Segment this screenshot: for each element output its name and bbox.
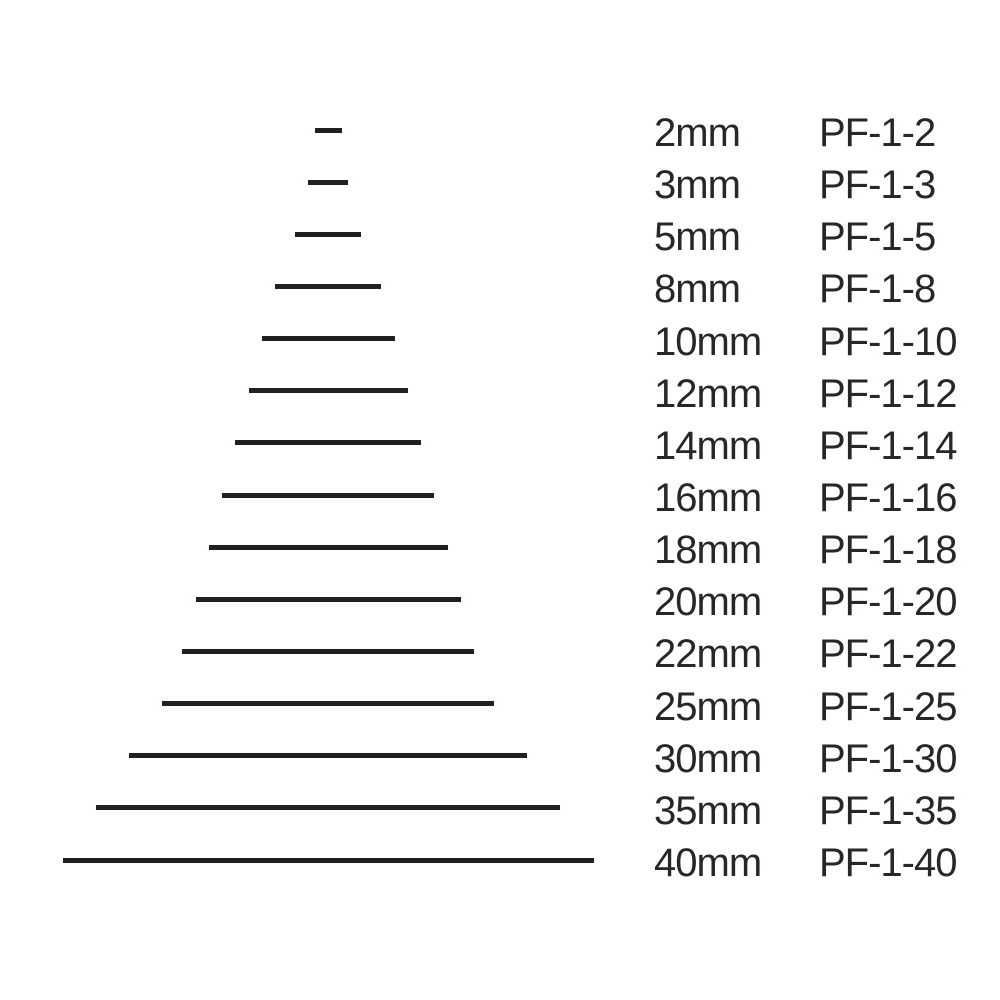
blade-width-line [222, 492, 434, 498]
size-chart-row: 40mm PF-1-40 [0, 834, 1000, 886]
size-label: 25mm [654, 684, 762, 729]
size-label: 14mm [654, 423, 762, 468]
blade-width-line [62, 857, 594, 863]
blade-width-line [182, 648, 474, 654]
blade-width-line [261, 336, 395, 342]
product-code-label: PF-1-8 [819, 267, 936, 312]
blade-width-line [235, 440, 421, 446]
blade-width-line [129, 753, 527, 759]
size-chart-row: 25mm PF-1-25 [0, 678, 1000, 730]
size-chart-row: 5mm PF-1-5 [0, 208, 1000, 260]
size-label: 16mm [654, 476, 762, 521]
product-code-label: PF-1-25 [819, 684, 957, 729]
size-chart-row: 18mm PF-1-18 [0, 521, 1000, 573]
blade-line-zone [0, 104, 656, 156]
blade-line-zone [0, 313, 656, 365]
blade-line-zone [0, 782, 656, 834]
size-label: 5mm [654, 215, 741, 260]
blade-width-line [96, 805, 560, 811]
size-chart: 2mm PF-1-2 3mm PF-1-3 5mm PF-1-5 8mm PF-… [0, 104, 1000, 886]
size-label: 22mm [654, 632, 762, 677]
product-code-label: PF-1-40 [819, 841, 957, 886]
blade-line-zone [0, 521, 656, 573]
product-code-label: PF-1-16 [819, 476, 957, 521]
blade-line-zone [0, 469, 656, 521]
product-code-label: PF-1-5 [819, 215, 936, 260]
size-label: 8mm [654, 267, 741, 312]
product-code-label: PF-1-30 [819, 736, 957, 781]
blade-line-zone [0, 730, 656, 782]
product-code-label: PF-1-2 [819, 111, 936, 156]
size-chart-row: 22mm PF-1-22 [0, 625, 1000, 677]
blade-line-zone [0, 678, 656, 730]
size-chart-row: 16mm PF-1-16 [0, 469, 1000, 521]
size-chart-row: 3mm PF-1-3 [0, 156, 1000, 208]
blade-width-line [275, 283, 381, 289]
blade-width-line [248, 388, 408, 394]
blade-line-zone [0, 208, 656, 260]
blade-line-zone [0, 260, 656, 312]
size-chart-row: 10mm PF-1-10 [0, 313, 1000, 365]
size-label: 40mm [654, 841, 762, 886]
size-label: 12mm [654, 371, 762, 416]
size-chart-row: 2mm PF-1-2 [0, 104, 1000, 156]
product-code-label: PF-1-20 [819, 580, 957, 625]
product-code-label: PF-1-12 [819, 371, 957, 416]
size-chart-row: 20mm PF-1-20 [0, 573, 1000, 625]
product-code-label: PF-1-35 [819, 788, 957, 833]
blade-line-zone [0, 365, 656, 417]
blade-line-zone [0, 625, 656, 677]
size-chart-row: 14mm PF-1-14 [0, 417, 1000, 469]
size-label: 35mm [654, 788, 762, 833]
size-chart-row: 12mm PF-1-12 [0, 365, 1000, 417]
blade-line-zone [0, 834, 656, 886]
product-code-label: PF-1-18 [819, 528, 957, 573]
size-chart-row: 30mm PF-1-30 [0, 730, 1000, 782]
size-chart-row: 8mm PF-1-8 [0, 260, 1000, 312]
size-label: 18mm [654, 528, 762, 573]
size-label: 20mm [654, 580, 762, 625]
size-label: 10mm [654, 319, 762, 364]
blade-width-line [208, 544, 448, 550]
product-code-label: PF-1-22 [819, 632, 957, 677]
size-label: 2mm [654, 111, 741, 156]
size-label: 30mm [654, 736, 762, 781]
blade-line-zone [0, 156, 656, 208]
size-chart-row: 35mm PF-1-35 [0, 782, 1000, 834]
blade-width-line [295, 231, 361, 237]
blade-line-zone [0, 417, 656, 469]
product-code-label: PF-1-14 [819, 423, 957, 468]
blade-width-line [308, 179, 348, 185]
blade-width-line [195, 596, 461, 602]
product-code-label: PF-1-3 [819, 163, 936, 208]
blade-line-zone [0, 573, 656, 625]
blade-width-line [314, 127, 342, 133]
size-label: 3mm [654, 163, 741, 208]
product-code-label: PF-1-10 [819, 319, 957, 364]
blade-width-line [162, 701, 494, 707]
